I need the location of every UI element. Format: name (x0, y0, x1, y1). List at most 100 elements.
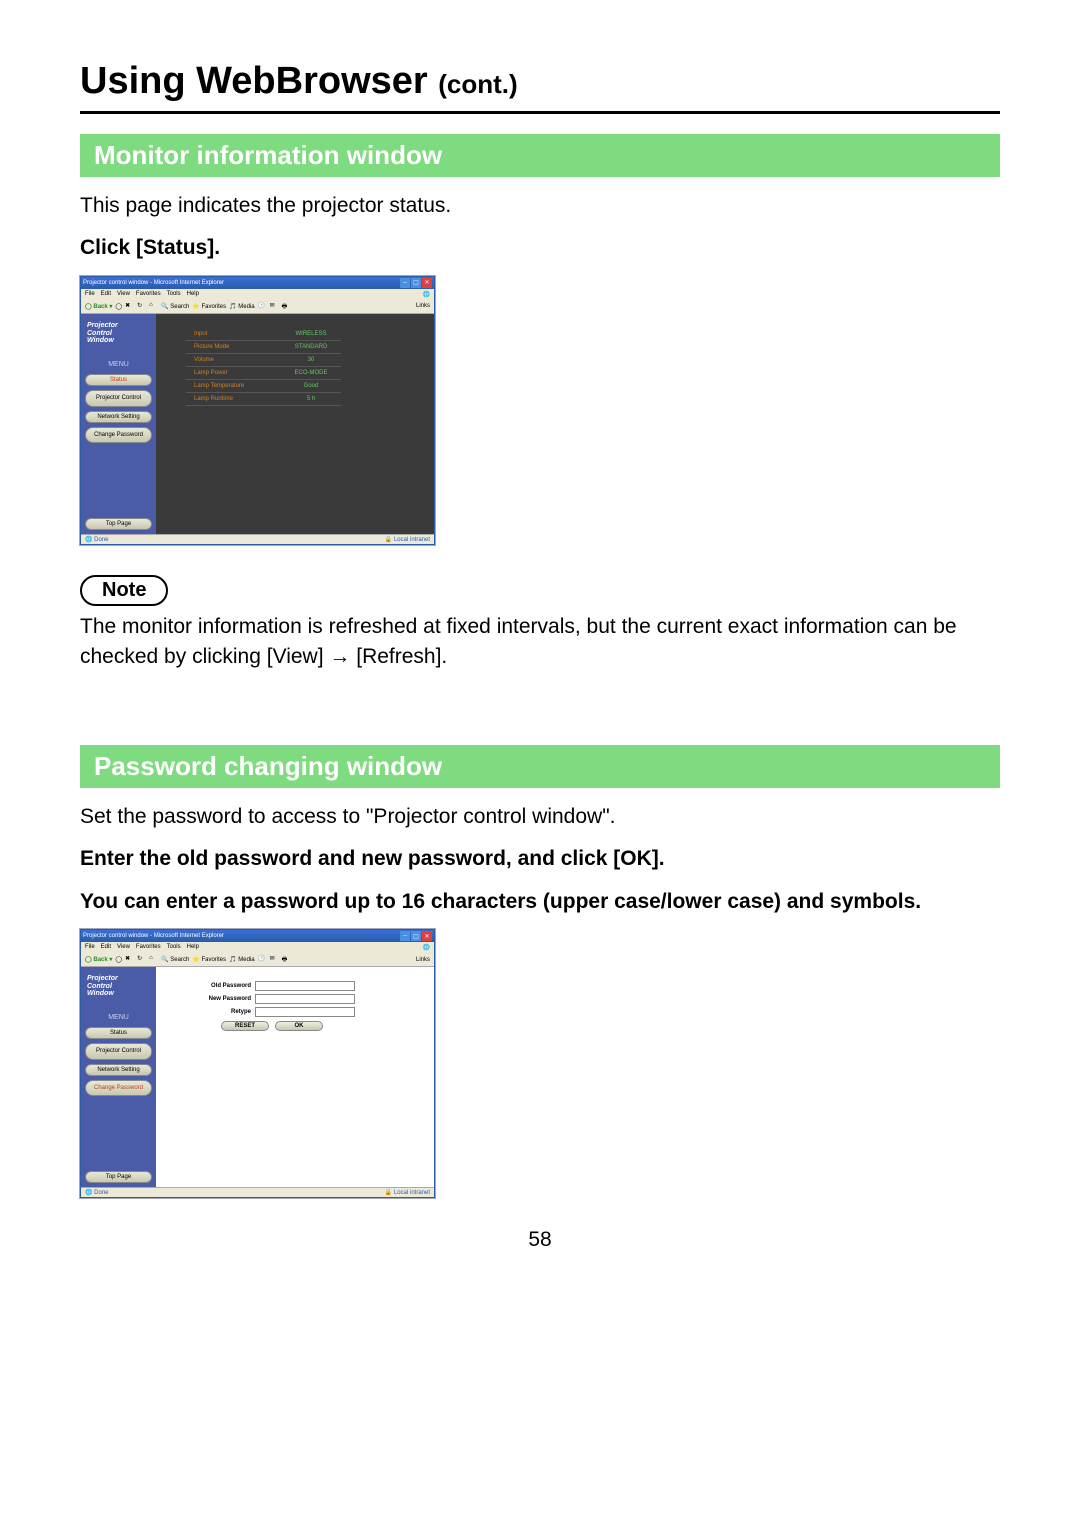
status-done: 🌐 Done (85, 1189, 108, 1196)
menu-edit[interactable]: Edit (101, 944, 111, 951)
menu-edit[interactable]: Edit (101, 291, 111, 298)
status-content: InputWIRELESSPicture ModeSTANDARDVolume3… (156, 314, 434, 534)
menu-favorites[interactable]: Favorites (136, 291, 161, 298)
status-value: ECO-MODE (281, 366, 341, 379)
menu-tools[interactable]: Tools (167, 291, 181, 298)
refresh-icon[interactable]: ↻ (137, 302, 146, 311)
search-button[interactable]: 🔍 Search (161, 956, 189, 963)
retype-input[interactable] (255, 1007, 355, 1017)
favorites-button[interactable]: ⭐ Favorites (192, 303, 226, 310)
old-password-input[interactable] (255, 981, 355, 991)
favorites-button[interactable]: ⭐ Favorites (192, 956, 226, 963)
links-label[interactable]: Links (416, 957, 430, 963)
status-value: 30 (281, 353, 341, 366)
status-table: InputWIRELESSPicture ModeSTANDARDVolume3… (186, 328, 341, 406)
ie-toolbar: ◯ Back ▾ ◯ ✖ ↻ ⌂ 🔍 Search ⭐ Favorites 🎵 … (81, 953, 434, 967)
table-row: InputWIRELESS (186, 328, 341, 341)
close-icon[interactable]: ✕ (422, 931, 432, 941)
mail-icon[interactable]: ✉ (270, 955, 279, 964)
section2-instr2: You can enter a password up to 16 charac… (80, 887, 1000, 917)
table-row: Lamp Runtime5 h (186, 392, 341, 405)
note-text: The monitor information is refreshed at … (80, 612, 1000, 673)
ie-title-text: Projector control window - Microsoft Int… (83, 933, 224, 939)
status-key: Lamp Temperature (186, 379, 281, 392)
home-icon[interactable]: ⌂ (149, 302, 158, 311)
menu-favorites[interactable]: Favorites (136, 944, 161, 951)
menu-view[interactable]: View (117, 291, 130, 298)
sidebar-menu-label: MENU (85, 1012, 152, 1023)
sidebar-item-status[interactable]: Status (85, 1027, 152, 1039)
stop-icon[interactable]: ✖ (125, 955, 134, 964)
menu-help[interactable]: Help (187, 291, 199, 298)
minimize-icon[interactable]: – (400, 931, 410, 941)
minimize-icon[interactable]: – (400, 278, 410, 288)
ie-titlebar: Projector control window - Microsoft Int… (81, 277, 434, 289)
history-icon[interactable]: 🕒 (258, 955, 267, 964)
title-cont: (cont.) (438, 69, 517, 99)
table-row: Picture ModeSTANDARD (186, 340, 341, 353)
ie-menubar: File Edit View Favorites Tools Help 🌐 (81, 289, 434, 300)
status-key: Lamp Power (186, 366, 281, 379)
sidebar-item-projector-control[interactable]: Projector Control (85, 1043, 152, 1060)
history-icon[interactable]: 🕒 (258, 302, 267, 311)
sidebar-item-network-setting[interactable]: Network Setting (85, 411, 152, 423)
forward-button[interactable]: ◯ (115, 303, 122, 310)
ie-title-text: Projector control window - Microsoft Int… (83, 280, 224, 286)
menu-file[interactable]: File (85, 291, 95, 298)
maximize-icon[interactable]: ▢ (411, 278, 421, 288)
forward-button[interactable]: ◯ (115, 956, 122, 963)
section2-instr1: Enter the old password and new password,… (80, 844, 1000, 874)
home-icon[interactable]: ⌂ (149, 955, 158, 964)
section-heading-monitor: Monitor information window (80, 134, 1000, 177)
status-value: Good (281, 379, 341, 392)
sidebar: Projector Control Window MENU Status Pro… (81, 314, 156, 534)
section2-intro: Set the password to access to "Projector… (80, 802, 1000, 832)
print-icon[interactable]: 🖶 (282, 302, 291, 311)
status-done: 🌐 Done (85, 536, 108, 543)
sidebar-item-network-setting[interactable]: Network Setting (85, 1064, 152, 1076)
back-button[interactable]: ◯ Back ▾ (85, 303, 112, 310)
reset-button[interactable]: RESET (221, 1021, 269, 1031)
maximize-icon[interactable]: ▢ (411, 931, 421, 941)
back-button[interactable]: ◯ Back ▾ (85, 956, 112, 963)
menu-file[interactable]: File (85, 944, 95, 951)
ie-titlebar: Projector control window - Microsoft Int… (81, 930, 434, 942)
sidebar-logo: Projector Control Window (85, 971, 152, 1008)
ie-window-password: Projector control window - Microsoft Int… (80, 929, 435, 1198)
section1-click: Click [Status]. (80, 233, 1000, 263)
sidebar-item-status[interactable]: Status (85, 374, 152, 386)
close-icon[interactable]: ✕ (422, 278, 432, 288)
ok-button[interactable]: OK (275, 1021, 323, 1031)
sidebar-item-projector-control[interactable]: Projector Control (85, 390, 152, 407)
sidebar-item-top-page[interactable]: Top Page (85, 518, 152, 530)
new-password-label: New Password (196, 996, 251, 1002)
media-button[interactable]: 🎵 Media (229, 303, 254, 310)
print-icon[interactable]: 🖶 (282, 955, 291, 964)
sidebar-item-change-password[interactable]: Change Password (85, 427, 152, 444)
title-main: Using WebBrowser (80, 60, 438, 102)
new-password-input[interactable] (255, 994, 355, 1004)
menu-tools[interactable]: Tools (167, 944, 181, 951)
ie-window-status: Projector control window - Microsoft Int… (80, 276, 435, 545)
sidebar-menu-label: MENU (85, 359, 152, 370)
stop-icon[interactable]: ✖ (125, 302, 134, 311)
media-button[interactable]: 🎵 Media (229, 956, 254, 963)
ie-statusbar: 🌐 Done 🔒 Local intranet (81, 534, 434, 544)
links-label[interactable]: Links (416, 303, 430, 309)
search-button[interactable]: 🔍 Search (161, 303, 189, 310)
ie-logo-icon: 🌐 (423, 291, 430, 298)
sidebar-logo: Projector Control Window (85, 318, 152, 355)
status-key: Picture Mode (186, 340, 281, 353)
status-key: Volume (186, 353, 281, 366)
sidebar: Projector Control Window MENU Status Pro… (81, 967, 156, 1187)
sidebar-item-change-password[interactable]: Change Password (85, 1080, 152, 1097)
menu-view[interactable]: View (117, 944, 130, 951)
sidebar-item-top-page[interactable]: Top Page (85, 1171, 152, 1183)
table-row: Lamp PowerECO-MODE (186, 366, 341, 379)
menu-help[interactable]: Help (187, 944, 199, 951)
status-key: Lamp Runtime (186, 392, 281, 405)
mail-icon[interactable]: ✉ (270, 302, 279, 311)
retype-label: Retype (196, 1009, 251, 1015)
ie-toolbar: ◯ Back ▾ ◯ ✖ ↻ ⌂ 🔍 Search ⭐ Favorites 🎵 … (81, 300, 434, 314)
refresh-icon[interactable]: ↻ (137, 955, 146, 964)
